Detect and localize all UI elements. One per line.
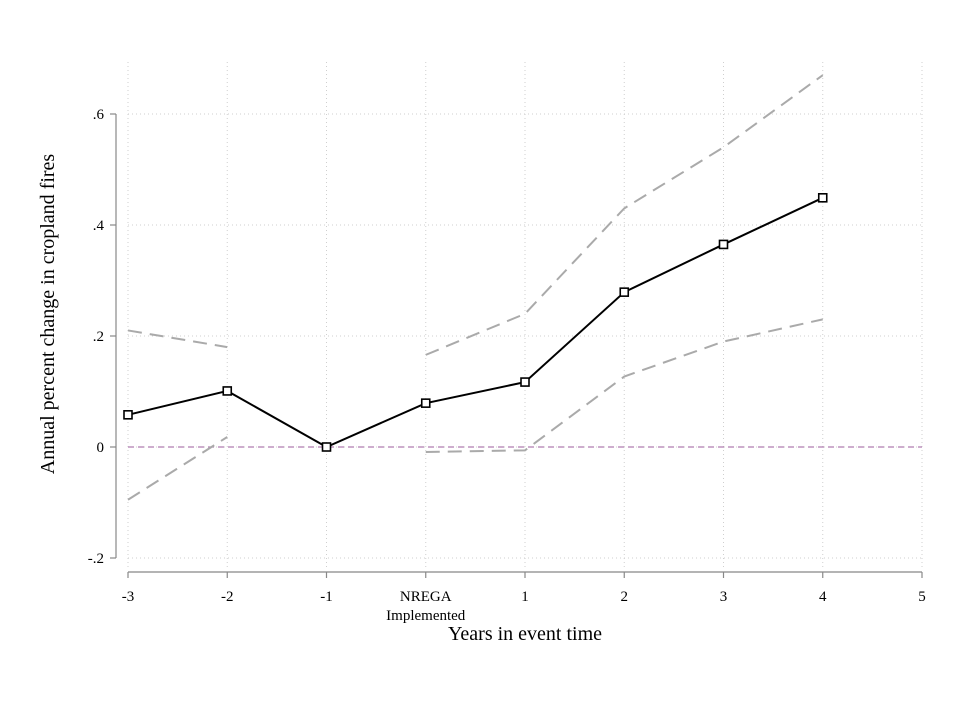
estimate-marker — [123, 410, 133, 420]
estimate-marker — [222, 386, 233, 396]
tick-labels: -.2 0 .2 .4 .6 -3 -2 -1 NREGA Implemented 1 2 3 4 5 — [88, 107, 926, 624]
x-tick-label: 2 — [621, 589, 629, 605]
estimate-marker — [619, 287, 630, 297]
y-tick-label: .4 — [93, 218, 105, 234]
x-tick-label: -3 — [122, 589, 135, 605]
estimate-marker — [718, 239, 729, 250]
estimate-marker — [520, 377, 530, 387]
confidence-interval-lines — [127, 74, 824, 501]
x-tick-label: 5 — [918, 589, 926, 605]
lower-ci-line — [127, 436, 228, 501]
y-tick-label: .6 — [93, 107, 105, 123]
estimate-marker — [817, 193, 828, 203]
estimate-line — [127, 196, 824, 449]
x-tick-label: 1 — [521, 589, 529, 605]
estimate-marker — [420, 398, 431, 408]
upper-ci-line — [127, 329, 228, 349]
x-tick-label: 3 — [720, 589, 728, 605]
grid-lines — [127, 62, 923, 568]
point-estimate-series — [123, 193, 828, 452]
y-axis-title: Annual percent change in cropland fires — [37, 154, 59, 475]
estimate-marker — [321, 442, 332, 452]
x-tick-label: -2 — [221, 589, 234, 605]
x-tick-label: 4 — [819, 589, 827, 605]
x-tick-label-secondary: Implemented — [386, 608, 466, 624]
x-axis-title: Years in event time — [448, 623, 602, 645]
axes — [110, 113, 923, 578]
upper-ci-line — [425, 74, 824, 356]
y-tick-label: .2 — [93, 329, 104, 345]
x-tick-label: NREGA — [400, 589, 452, 605]
y-tick-label: -.2 — [88, 551, 104, 567]
lower-ci-line — [425, 318, 823, 453]
y-tick-label: 0 — [97, 440, 105, 456]
x-tick-label: -1 — [320, 589, 333, 605]
